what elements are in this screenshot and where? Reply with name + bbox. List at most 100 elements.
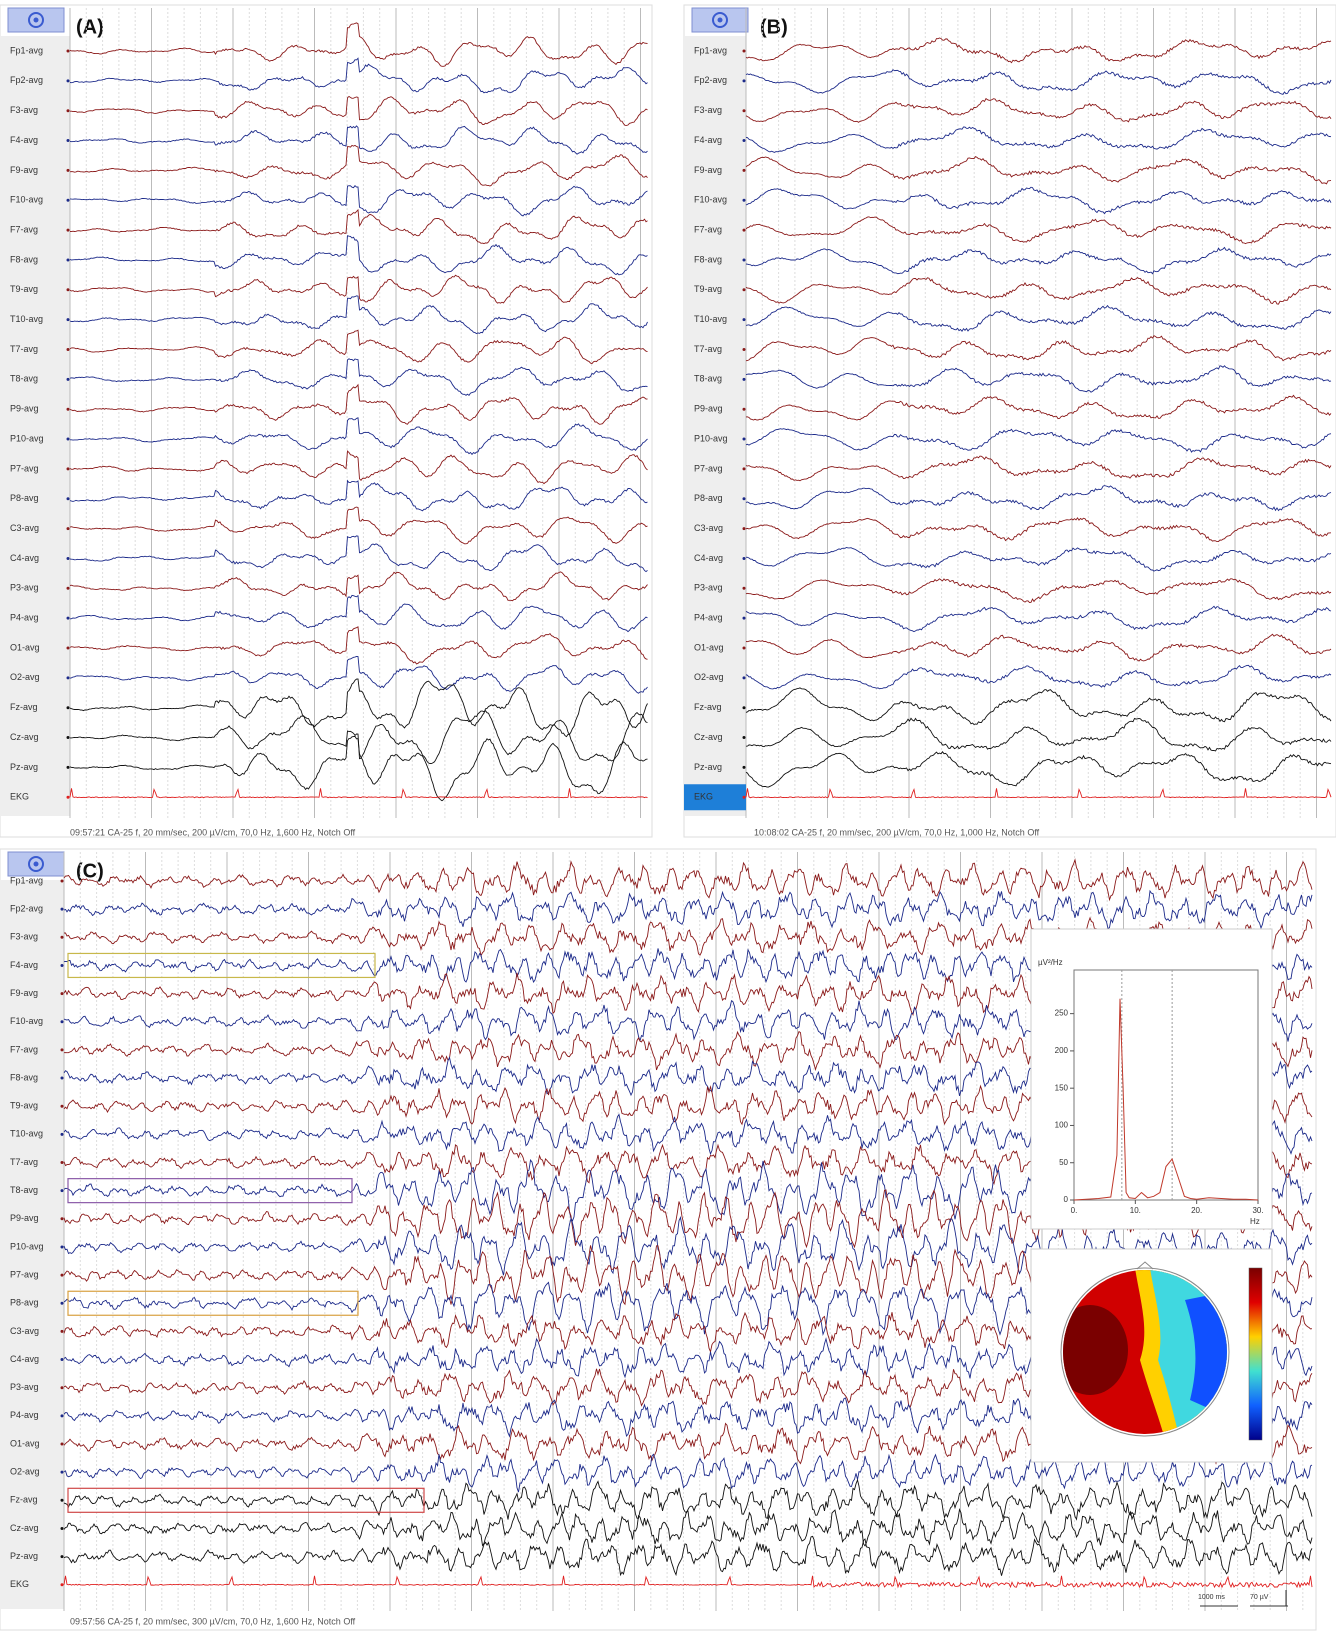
channel-label: P3-avg bbox=[10, 1382, 39, 1392]
status-line: 10:08:02 CA-25 f, 20 mm/sec, 200 µV/cm, … bbox=[754, 827, 1040, 837]
scale-time: 1000 ms bbox=[1198, 1594, 1225, 1601]
channel-marker bbox=[67, 796, 70, 799]
panel-label: (A) bbox=[76, 16, 104, 38]
channel-label: Cz-avg bbox=[10, 732, 39, 742]
channel-marker bbox=[61, 1245, 64, 1248]
channel-sidebar bbox=[684, 36, 746, 816]
channel-label: P8-avg bbox=[10, 493, 39, 503]
channel-label: F9-avg bbox=[10, 988, 38, 998]
channel-marker bbox=[743, 408, 746, 411]
channel-label: C4-avg bbox=[10, 1354, 39, 1364]
panel-label: (B) bbox=[760, 16, 788, 38]
channel-label: C3-avg bbox=[10, 523, 39, 533]
y-tick-label: 200 bbox=[1055, 1046, 1069, 1055]
channel-marker bbox=[67, 467, 70, 470]
channel-marker bbox=[61, 1105, 64, 1108]
channel-label: P8-avg bbox=[694, 493, 723, 503]
channel-label: P7-avg bbox=[10, 463, 39, 473]
channel-marker bbox=[61, 936, 64, 939]
channel-label: T10-avg bbox=[10, 314, 43, 324]
channel-label: EKG bbox=[10, 792, 29, 802]
channel-marker bbox=[743, 796, 746, 799]
channel-label: P8-avg bbox=[10, 1298, 39, 1308]
channel-marker bbox=[743, 647, 746, 650]
x-tick-label: 20. bbox=[1191, 1206, 1202, 1215]
channel-marker bbox=[67, 676, 70, 679]
channel-marker bbox=[743, 497, 746, 500]
y-tick-label: 150 bbox=[1055, 1083, 1069, 1092]
channel-label: F9-avg bbox=[694, 165, 722, 175]
channel-label: F8-avg bbox=[694, 254, 722, 264]
scale-amplitude: 70 µV bbox=[1250, 1594, 1269, 1601]
channel-label: F7-avg bbox=[10, 1044, 38, 1054]
channel-label: T8-avg bbox=[10, 374, 38, 384]
channel-label: O1-avg bbox=[694, 642, 724, 652]
y-tick-label: 250 bbox=[1055, 1009, 1069, 1018]
channel-label: F3-avg bbox=[10, 105, 38, 115]
channel-label: EKG bbox=[694, 792, 713, 802]
status-line: 09:57:21 CA-25 f, 20 mm/sec, 200 µV/cm, … bbox=[70, 827, 356, 837]
y-axis-label: µV²/Hz bbox=[1038, 958, 1063, 967]
channel-marker bbox=[743, 229, 746, 232]
channel-label: P10-avg bbox=[10, 433, 44, 443]
channel-label: F10-avg bbox=[694, 195, 727, 205]
channel-label: C3-avg bbox=[694, 523, 723, 533]
channel-label: T9-avg bbox=[694, 284, 722, 294]
channel-label: P9-avg bbox=[10, 1213, 39, 1223]
channel-marker bbox=[61, 1583, 64, 1586]
channel-marker bbox=[61, 1048, 64, 1051]
channel-label: Pz-avg bbox=[10, 1551, 38, 1561]
channel-marker bbox=[61, 1443, 64, 1446]
channel-label: T10-avg bbox=[10, 1129, 43, 1139]
channel-label: O2-avg bbox=[10, 1467, 40, 1477]
x-tick-label: 10. bbox=[1130, 1206, 1141, 1215]
channel-marker bbox=[61, 908, 64, 911]
channel-marker bbox=[67, 617, 70, 620]
channel-label: P4-avg bbox=[694, 613, 723, 623]
channel-marker bbox=[67, 229, 70, 232]
channel-marker bbox=[67, 527, 70, 530]
panel-bg bbox=[0, 5, 652, 837]
channel-marker bbox=[61, 1330, 64, 1333]
channel-label: Fp2-avg bbox=[10, 75, 43, 85]
channel-label: F10-avg bbox=[10, 1016, 43, 1026]
channel-marker bbox=[61, 1217, 64, 1220]
channel-marker bbox=[61, 1274, 64, 1277]
y-tick-label: 50 bbox=[1059, 1158, 1068, 1167]
channel-label: F7-avg bbox=[694, 224, 722, 234]
channel-label: F10-avg bbox=[10, 195, 43, 205]
channel-marker bbox=[61, 1302, 64, 1305]
channel-label: T8-avg bbox=[694, 374, 722, 384]
channel-label: F8-avg bbox=[10, 254, 38, 264]
channel-sidebar bbox=[0, 36, 70, 816]
panel-label: (C) bbox=[76, 860, 104, 882]
channel-label: P10-avg bbox=[10, 1241, 44, 1251]
channel-label: P3-avg bbox=[694, 583, 723, 593]
channel-marker bbox=[743, 557, 746, 560]
channel-marker bbox=[743, 169, 746, 172]
channel-marker bbox=[61, 1471, 64, 1474]
channel-label: P7-avg bbox=[694, 463, 723, 473]
channel-label: F3-avg bbox=[10, 932, 38, 942]
y-tick-label: 0 bbox=[1064, 1195, 1069, 1204]
channel-marker bbox=[67, 497, 70, 500]
channel-marker bbox=[61, 880, 64, 883]
channel-label: T8-avg bbox=[10, 1185, 38, 1195]
channel-marker bbox=[67, 109, 70, 112]
channel-marker bbox=[743, 587, 746, 590]
channel-marker bbox=[61, 964, 64, 967]
channel-label: F7-avg bbox=[10, 224, 38, 234]
channel-marker bbox=[61, 1020, 64, 1023]
channel-marker bbox=[67, 557, 70, 560]
channel-marker bbox=[61, 1358, 64, 1361]
channel-label: C4-avg bbox=[694, 553, 723, 563]
channel-label: Fp2-avg bbox=[10, 904, 43, 914]
montage-icon-dot bbox=[34, 862, 39, 867]
channel-marker bbox=[61, 1133, 64, 1136]
channel-marker bbox=[67, 169, 70, 172]
channel-label: P10-avg bbox=[694, 433, 728, 443]
channel-marker bbox=[743, 79, 746, 82]
channel-marker bbox=[67, 258, 70, 261]
channel-label: F4-avg bbox=[10, 135, 38, 145]
channel-label: Cz-avg bbox=[10, 1523, 39, 1533]
